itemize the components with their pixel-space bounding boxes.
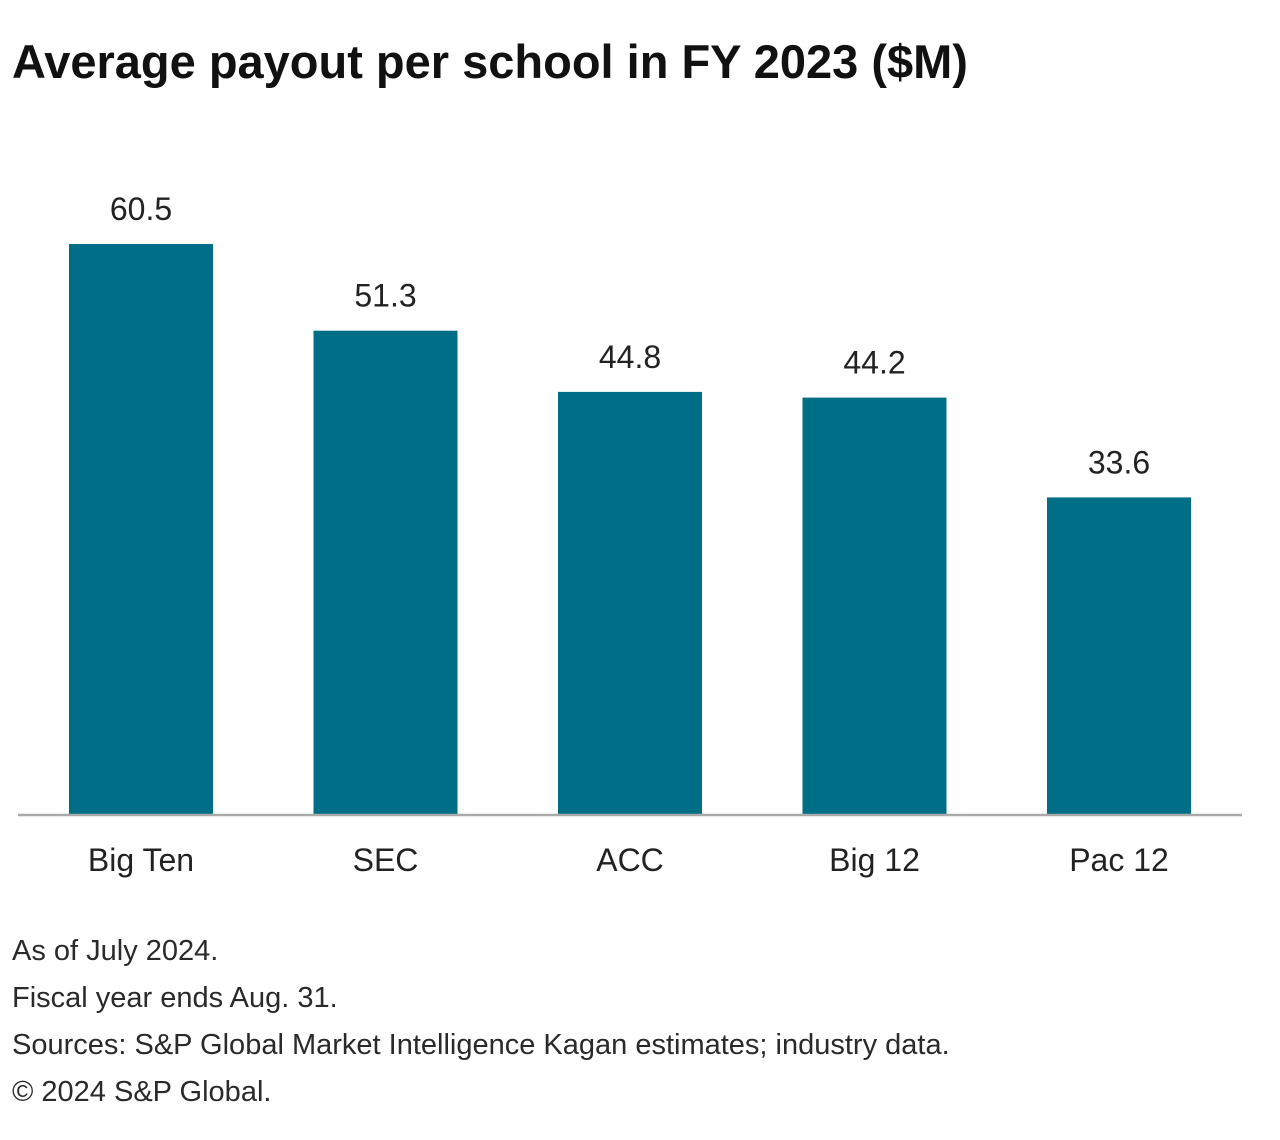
bar-acc xyxy=(558,391,702,814)
footnote-fiscal-year: Fiscal year ends Aug. 31. xyxy=(12,982,338,1014)
value-label: 44.2 xyxy=(843,345,905,381)
category-label: Big Ten xyxy=(88,842,194,878)
category-label: ACC xyxy=(596,842,664,878)
value-label: 51.3 xyxy=(354,278,416,314)
category-labels-group: Big Ten SEC ACC Big 12 Pac 12 xyxy=(88,842,1169,878)
footnote-copyright: © 2024 S&P Global. xyxy=(12,1076,272,1108)
value-label: 33.6 xyxy=(1088,444,1150,480)
category-label: SEC xyxy=(353,842,419,878)
chart-title: Average payout per school in FY 2023 ($M… xyxy=(12,35,968,88)
category-label: Pac 12 xyxy=(1069,842,1169,878)
bar-chart: 60.5 51.3 44.8 44.2 33.6 Big Ten SEC ACC Big 12… xyxy=(18,191,1242,878)
bar-pac-12 xyxy=(1047,497,1191,814)
footnote-sources: Sources: S&P Global Market Intelligence … xyxy=(12,1029,950,1061)
bar-big-12 xyxy=(802,397,947,814)
value-label: 44.8 xyxy=(599,339,661,375)
value-labels-group: 60.5 51.3 44.8 44.2 33.6 xyxy=(110,191,1150,480)
value-label: 60.5 xyxy=(110,191,172,227)
bar-big-ten xyxy=(69,244,213,814)
bar-sec xyxy=(313,330,458,814)
category-label: Big 12 xyxy=(829,842,920,878)
bars-group xyxy=(69,244,1191,814)
footnote-as-of: As of July 2024. xyxy=(12,935,219,967)
footnotes: As of July 2024. Fiscal year ends Aug. 3… xyxy=(12,928,950,1116)
